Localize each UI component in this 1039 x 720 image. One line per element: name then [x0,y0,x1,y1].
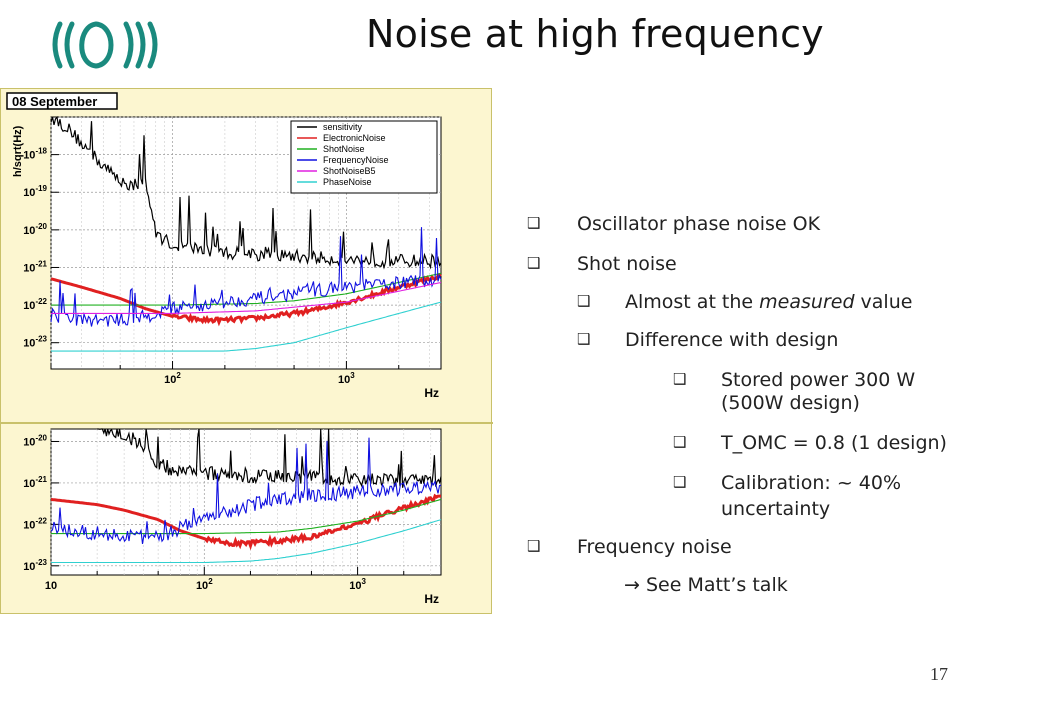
tick-label: 10-18 [23,147,47,162]
bullet-text-cont: uncertainty [721,498,831,520]
chart-top: 10-18 10-19 10-20 10-21 10-22 10-23 102 103 Hz h/… [12,116,442,400]
bullet-marker: ❑ [577,330,591,348]
tick-label: 103 [338,371,355,386]
bullet-text: Calibration: ~ 40% [721,472,902,494]
tick-label: 10-22 [23,516,47,531]
tick-label: 10-20 [23,222,47,237]
bullet-marker: ❑ [527,537,541,555]
bullet-text: Shot noise [577,253,677,275]
series-line [51,498,442,535]
bullet-marker: ❑ [673,433,687,451]
legend-box [290,120,438,194]
bullet-text: Stored power 300 W [721,369,916,391]
tick-label: 10-19 [23,184,47,199]
x-axis-label: Hz [424,592,439,606]
legend-label: PhaseNoise [323,177,372,187]
bullet-marker: ❑ [527,254,541,272]
tick-label: 102 [164,371,181,386]
series-line [50,273,442,327]
series-line [51,281,442,314]
series-line [50,116,442,270]
bullet-marker: ❑ [673,370,687,388]
chart-title: 08 September [12,94,97,109]
bullet-text-cont: (500W design) [721,392,860,414]
legend-label: sensitivity [323,122,363,132]
bullet-text: Frequency noise [577,536,732,558]
page-number: 17 [930,664,948,684]
x-axis-label: Hz [424,386,439,400]
chart-bottom: 10-20 10-21 10-22 10-23 10 102 103 Hz [23,428,442,606]
tick-label: 10-21 [23,259,47,274]
bullet-marker: ❑ [577,292,591,310]
bullet-text: → See Matt’s talk [624,574,788,596]
y-axis-label: h/sqrt(Hz) [12,125,24,177]
series-line [51,301,442,352]
bullet-text: T_OMC = 0.8 (1 design) [721,432,947,454]
noise-figure-svg: 10-18 10-19 10-20 10-21 10-22 10-23 102 103 Hz h/… [1,92,493,606]
series-line [50,493,442,551]
slide-title: Noise at high frequency [366,12,824,56]
legend-label: ShotNoiseB5 [323,166,376,176]
series-line [51,272,442,306]
bullet-marker: ❑ [527,214,541,232]
tick-label: 10-23 [23,558,47,573]
tick-label: 10 [45,580,57,592]
tick-label: 10-23 [23,335,47,350]
bullet-text: Oscillator phase noise OK [577,213,821,235]
bullet-marker: ❑ [673,473,687,491]
series-line [51,519,442,564]
series-line [50,437,442,544]
legend: sensitivityElectronicNoiseShotNoiseFrequ… [290,120,438,194]
tick-label: 10-22 [23,297,47,312]
noise-figure: 10-18 10-19 10-20 10-21 10-22 10-23 102 103 Hz h/… [0,88,493,614]
chart-title-box: 08 September [6,92,118,110]
legend-label: ElectronicNoise [323,133,386,143]
virgo-logo [52,21,158,69]
tick-label: 103 [349,577,366,592]
series-line [50,227,442,327]
tick-label: 102 [196,577,213,592]
bullet-text: Almost at the measured value [625,291,913,313]
legend-label: FrequencyNoise [323,155,389,165]
tick-label: 10-20 [23,433,47,448]
tick-label: 10-21 [23,475,47,490]
series-line [97,428,442,488]
bullet-text: Difference with design [625,329,839,351]
plot-area [50,428,442,576]
legend-label: ShotNoise [323,144,365,154]
